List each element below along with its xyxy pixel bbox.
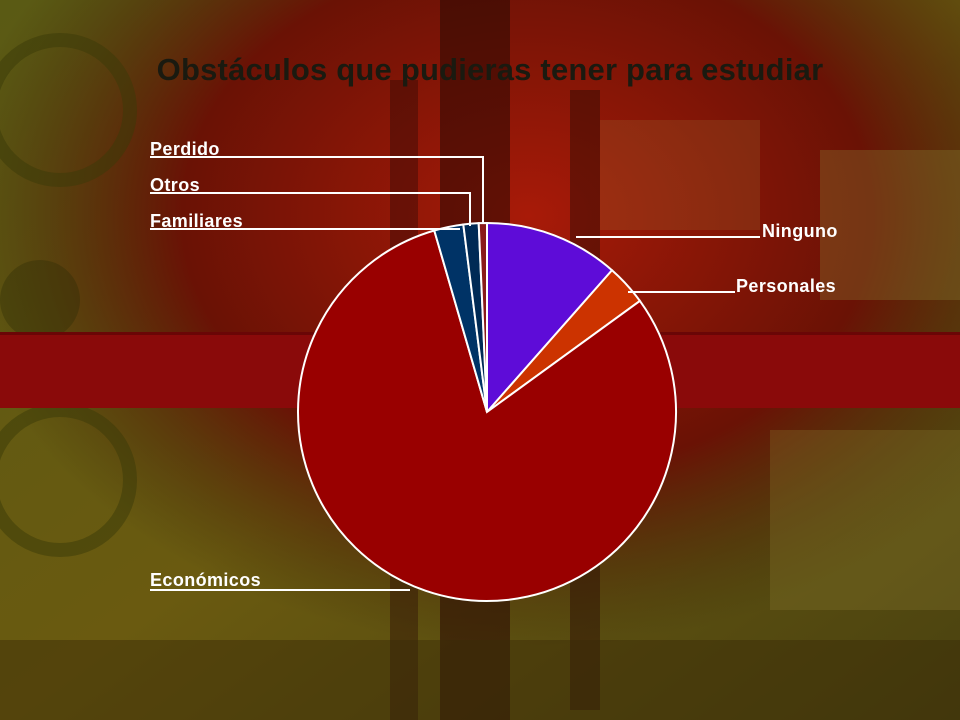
pie-slice-economicos — [297, 229, 677, 602]
slice-label-otros: Otros — [150, 175, 200, 195]
leader-line-otros — [150, 192, 471, 226]
slice-label-familiares: Familiares — [150, 211, 243, 231]
pie-slice-ninguno — [486, 221, 614, 415]
slice-label-personales: Personales — [736, 276, 836, 296]
chart-title: Obstáculos que pudieras tener para estud… — [156, 52, 824, 87]
slice-label-ninguno: Ninguno — [762, 221, 838, 241]
slice-label-economicos: Económicos — [150, 570, 261, 590]
slice-label-perdido: Perdido — [150, 139, 220, 159]
leader-line-perdido — [150, 156, 484, 224]
